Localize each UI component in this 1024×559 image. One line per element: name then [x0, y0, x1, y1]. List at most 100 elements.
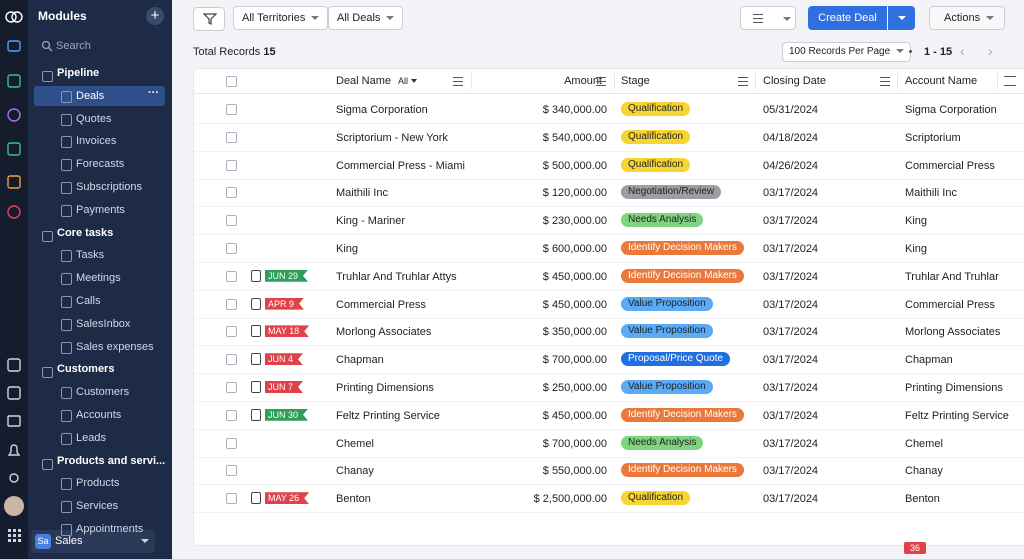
deal-name[interactable]: Printing Dimensions [336, 382, 434, 394]
filter-button[interactable] [193, 7, 225, 31]
add-module-button[interactable]: + [146, 7, 164, 25]
table-row: Sigma Corporation $ 340,000.00 Qualificati… [194, 96, 1024, 124]
row-checkbox[interactable] [226, 465, 237, 477]
row-checkbox[interactable] [226, 354, 237, 366]
row-checkbox[interactable] [226, 243, 237, 254]
group-label[interactable]: Products and servi... [57, 454, 166, 467]
account-name[interactable]: Morlong Associates [905, 326, 1001, 339]
module-icon [61, 136, 72, 149]
module-link[interactable]: Services [76, 500, 119, 513]
per-page-dropdown[interactable]: 100 Records Per Page [782, 42, 912, 62]
caret [311, 16, 320, 21]
row-checkbox[interactable] [226, 326, 237, 338]
deal-name[interactable]: Chemel [336, 437, 374, 450]
actions-dropdown[interactable]: Actions [929, 6, 1006, 30]
view-dropdown[interactable]: All Deals [328, 6, 404, 30]
deal-filter[interactable]: All [398, 76, 409, 86]
module-link[interactable]: Leads [76, 431, 106, 444]
account-name[interactable]: Sigma Corporation [905, 104, 997, 116]
filter-icon [202, 13, 218, 25]
module-link[interactable]: SalesInbox [76, 317, 131, 330]
account-name[interactable]: Commercial Press [905, 159, 995, 172]
row-checkbox[interactable] [226, 159, 237, 171]
table-header: Deal Name Amount Stage Closing Date Account … [194, 69, 1024, 94]
account-name[interactable]: King [905, 215, 928, 228]
next-page[interactable]: › [988, 43, 993, 59]
notification-badge[interactable]: 36 [904, 542, 926, 554]
module-link[interactable]: Customers [76, 386, 130, 399]
module-link[interactable]: Calls [76, 295, 101, 307]
module-link[interactable]: Payments [76, 203, 125, 216]
deal-name[interactable]: King [336, 243, 359, 255]
deal-name[interactable]: Chanay [336, 465, 374, 478]
deal-name[interactable]: Benton [336, 493, 371, 506]
deal-name[interactable]: Commercial Press - Miami [336, 159, 465, 172]
module-link[interactable]: Appointments [76, 523, 144, 535]
column-header[interactable]: Deal Name [336, 75, 392, 87]
account-name[interactable]: Chapman [905, 354, 953, 367]
module-link[interactable]: Forecasts [76, 158, 125, 171]
search-field[interactable]: Search [56, 40, 91, 52]
create-deal-button[interactable]: Create Deal [808, 6, 887, 30]
row-checkbox[interactable] [226, 409, 237, 421]
module-link[interactable]: Products [76, 477, 120, 490]
select-all[interactable] [226, 76, 237, 87]
row-checkbox[interactable] [226, 437, 237, 449]
deal-name[interactable]: Scriptorium - New York [336, 131, 448, 144]
column-menu [596, 77, 606, 86]
column-header[interactable]: Closing Date [763, 75, 826, 87]
module-link[interactable]: Deals [76, 89, 105, 102]
module-link[interactable]: Quotes [76, 112, 112, 125]
module-link[interactable]: Invoices [76, 135, 117, 148]
module-link[interactable]: Sales expenses [76, 340, 154, 353]
row-checkbox[interactable] [226, 104, 237, 115]
group-label[interactable]: Core tasks [57, 226, 114, 239]
row-checkbox[interactable] [226, 382, 237, 393]
total-count: 15 [263, 46, 276, 58]
module-link[interactable]: Meetings [76, 272, 121, 285]
amount: $ 230,000.00 [542, 215, 607, 228]
account-name[interactable]: King [905, 243, 928, 255]
deal-name[interactable]: Feltz Printing Service [336, 409, 440, 422]
module-link[interactable]: Tasks [76, 249, 105, 262]
module-menu[interactable]: ··· [148, 86, 159, 99]
module-link[interactable]: Subscriptions [76, 181, 143, 193]
column-header[interactable]: Account Name [905, 75, 978, 87]
row-checkbox[interactable] [226, 270, 237, 282]
column-separator [755, 73, 756, 89]
account-name[interactable]: Scriptorium [905, 131, 961, 144]
deal-name[interactable]: Chapman [336, 354, 384, 367]
module-link[interactable]: Accounts [76, 409, 122, 421]
account-name[interactable]: Truhlar And Truhlar [905, 270, 999, 283]
account-name[interactable]: Printing Dimensions [905, 382, 1003, 394]
account-name[interactable]: Benton [905, 493, 940, 506]
deal-name[interactable]: Morlong Associates [336, 326, 432, 339]
deal-name[interactable]: Maithili Inc [336, 187, 388, 200]
account-name[interactable]: Commercial Press [905, 298, 995, 311]
group-label[interactable]: Customers [57, 363, 115, 376]
deal-name[interactable]: Commercial Press [336, 298, 426, 311]
column-header[interactable]: Stage [621, 75, 650, 87]
column-settings[interactable] [1004, 76, 1016, 86]
account-name[interactable]: Maithili Inc [905, 187, 957, 200]
deal-name[interactable]: Sigma Corporation [336, 104, 428, 116]
territory-dropdown[interactable]: All Territories [233, 6, 329, 30]
account-name[interactable]: Chanay [905, 465, 943, 478]
row-checkbox[interactable] [226, 215, 237, 227]
row-checkbox[interactable] [226, 298, 237, 310]
app-badge: Sa [35, 534, 51, 549]
filter-caret [411, 79, 417, 83]
deal-name[interactable]: King - Mariner [336, 215, 406, 228]
row-checkbox[interactable] [226, 187, 237, 199]
layout-toggle[interactable] [740, 6, 796, 30]
group-label[interactable]: Pipeline [57, 67, 100, 79]
deal-name[interactable]: Truhlar And Truhlar Attys [336, 270, 457, 283]
row-checkbox[interactable] [226, 131, 237, 143]
account-name[interactable]: Chemel [905, 437, 943, 450]
prev-page[interactable]: ‹ [960, 43, 965, 59]
create-options-button[interactable] [888, 6, 915, 30]
module-icon [61, 341, 72, 354]
column-header[interactable]: Amount [564, 75, 602, 87]
row-checkbox[interactable] [226, 493, 237, 505]
account-name[interactable]: Feltz Printing Service [905, 409, 1009, 422]
